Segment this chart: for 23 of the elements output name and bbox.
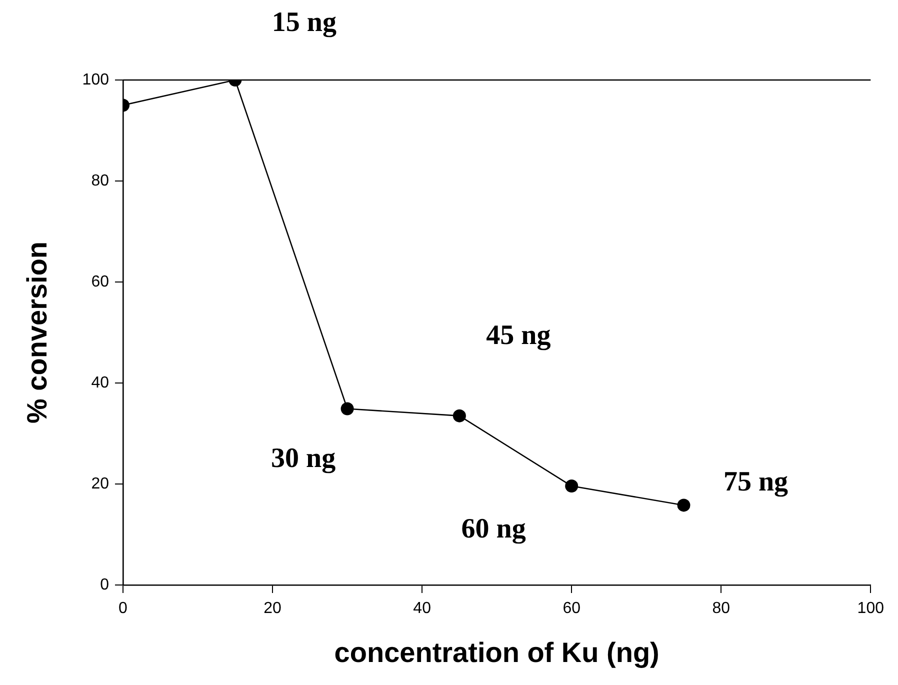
y-tick-label: 100: [82, 71, 110, 88]
x-tick-label: 80: [712, 600, 730, 618]
x-tick-label: 100: [857, 600, 884, 618]
point: [565, 480, 578, 493]
y-tick-label: 60: [91, 273, 110, 290]
x-tick-label: 60: [562, 600, 581, 618]
annotation: 30 ng: [271, 442, 336, 474]
annotation: 45 ng: [486, 320, 551, 352]
annotation: 60 ng: [461, 513, 526, 544]
x-axis-title: concentration of Ku (ng): [334, 636, 660, 668]
x-tick-label: 20: [264, 600, 282, 618]
point: [452, 409, 466, 422]
annotation: 75 ng: [723, 466, 788, 498]
x-tick-label: 0: [118, 600, 128, 618]
y-tick-label: 0: [100, 576, 110, 594]
x-tick-label: 40: [413, 600, 432, 618]
y-tick-label: 40: [91, 374, 110, 392]
y-axis-title: % conversion: [22, 241, 53, 424]
y-tick-label: 20: [91, 475, 110, 492]
point: [677, 498, 690, 512]
y-tick-label: 80: [91, 172, 110, 190]
annotation: 15 ng: [272, 7, 336, 38]
point: [340, 402, 354, 416]
